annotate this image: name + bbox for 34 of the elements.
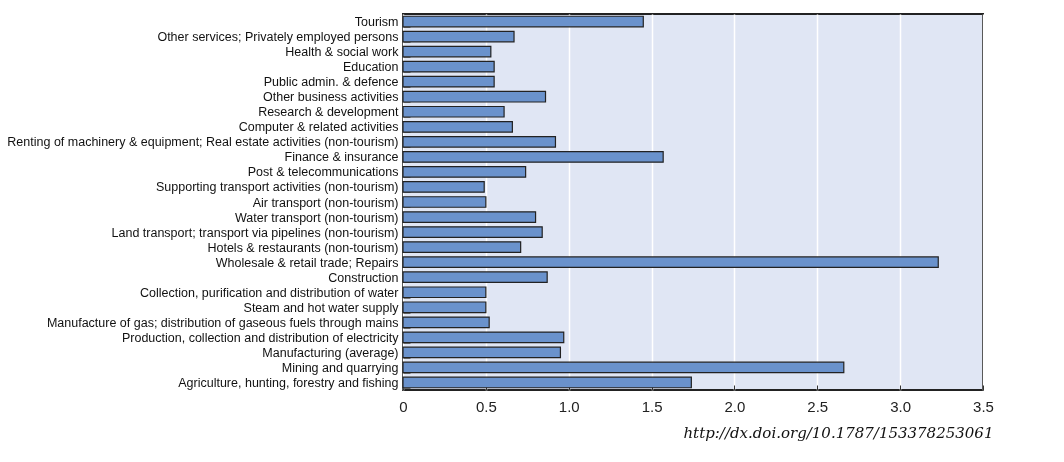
y-tick-label: Other business activities — [263, 90, 399, 105]
y-tick-label: Post & telecommunications — [247, 165, 399, 180]
y-tick-label: Production, collection and distribution of electricity — [121, 330, 400, 345]
x-tick-label: 1.5 — [641, 397, 663, 415]
x-tick-label: 0.5 — [475, 397, 497, 415]
y-tick-label: Agriculture, hunting, forestry and fishing — [178, 375, 399, 390]
y-tick-label: Other services; Privately employed persons — [157, 30, 399, 45]
y-tick-label: Air transport (non-tourism) — [252, 195, 399, 210]
x-tick-label: 2.0 — [724, 397, 746, 415]
y-tick-label: Tourism — [354, 15, 399, 30]
y-tick-label: Finance & insurance — [284, 150, 399, 165]
y-tick-label: Wholesale & retail trade; Repairs — [215, 255, 399, 270]
y-tick-label: Steam and hot water supply — [243, 300, 400, 315]
y-tick-label: Renting of machinery & equipment; Real estate activities (non-tourism) — [7, 135, 399, 150]
y-tick-label: Hotels & restaurants (non-tourism) — [207, 240, 399, 255]
y-tick-label: Education — [342, 60, 399, 75]
x-tick-label: 0 — [399, 397, 408, 415]
y-tick-label: Land transport; transport via pipelines (non-tourism) — [111, 225, 399, 240]
x-tick-label: 3.0 — [890, 397, 912, 415]
x-tick-label: 2.5 — [807, 397, 829, 415]
y-tick-label: Research & development — [258, 105, 400, 120]
y-tick-label: Water transport (non-tourism) — [235, 210, 399, 225]
y-tick-label: Construction — [328, 270, 399, 285]
x-tick-label: 3.5 — [973, 397, 994, 415]
y-tick-label: Computer & related activities — [238, 120, 399, 135]
y-tick-label: Mining and quarrying — [281, 360, 399, 375]
x-tick-label: 1.0 — [558, 397, 580, 415]
y-tick-label: Public admin. & defence — [263, 75, 399, 90]
text: http://dx.doi.org/10.1787/153378253061 — [683, 424, 994, 442]
y-tick-label: Health & social work — [285, 45, 400, 60]
y-tick-label: Supporting transport activities (non-tourism) — [156, 180, 399, 195]
y-tick-label: Manufacture of gas; distribution of gaseous fuels through mains — [46, 315, 399, 330]
y-tick-label: Manufacturing (average) — [262, 345, 399, 360]
y-tick-label: Collection, purification and distribution of water — [140, 285, 399, 300]
